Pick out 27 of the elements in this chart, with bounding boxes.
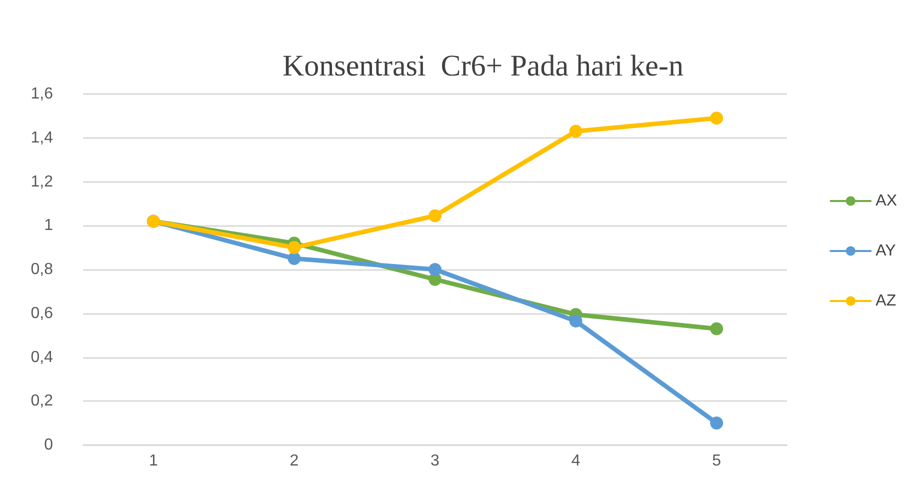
- point: [569, 314, 582, 328]
- legend-label: AZ: [876, 292, 896, 310]
- x-tick-label: 4: [571, 452, 580, 470]
- y-tick-label: 0,2: [30, 392, 54, 410]
- y-tick-label: 0,6: [30, 304, 54, 322]
- point: [428, 263, 442, 276]
- y-tick-label: 0: [44, 436, 54, 454]
- y-tick-label: 1,4: [30, 129, 54, 146]
- point: [710, 322, 724, 336]
- chart-title: Konsentrasi Cr6+ Pada hari ke-n: [282, 50, 684, 82]
- point: [710, 416, 724, 430]
- x-tick-label: 3: [430, 452, 440, 470]
- point: [288, 241, 301, 254]
- y-tick-label: 1,6: [30, 86, 54, 102]
- legend-label: AY: [876, 242, 896, 260]
- legend-label: AX: [876, 192, 898, 210]
- x-tick-label: 1: [148, 452, 158, 470]
- point: [710, 112, 724, 125]
- y-tick-label: 1,2: [30, 173, 54, 190]
- x-tick-label: 5: [712, 452, 722, 470]
- point: [569, 124, 582, 138]
- point: [288, 252, 301, 266]
- y-tick-label: 0,8: [30, 261, 54, 278]
- point: [428, 209, 442, 222]
- x-tick-label: 2: [290, 452, 299, 470]
- y-tick-label: 0,4: [30, 348, 54, 366]
- y-tick-label: 1: [44, 217, 54, 234]
